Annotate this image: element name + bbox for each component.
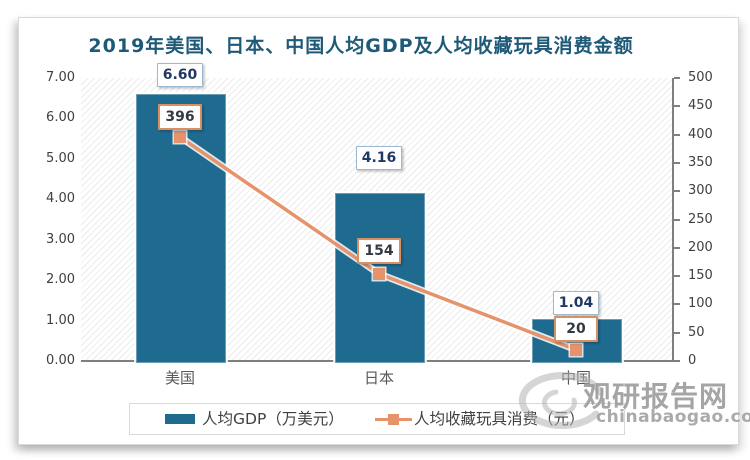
right-axis-tickmark [674, 190, 680, 193]
legend-bar-swatch-icon [165, 414, 195, 424]
left-axis-tick: 5.00 [46, 150, 75, 166]
line-marker [373, 267, 385, 280]
right-axis-tick: 100 [688, 296, 713, 312]
right-axis-tick: 400 [688, 126, 713, 142]
right-axis-tickmark [674, 77, 680, 79]
right-axis-tickmark [674, 331, 680, 334]
right-axis-tick: 350 [688, 154, 713, 170]
line-marker [570, 343, 582, 356]
left-axis-tick: 7.00 [46, 70, 75, 85]
legend: 人均GDP（万美元） 人均收藏玩具消费（元） [129, 403, 625, 435]
x-axis-label: 日本 [363, 369, 394, 387]
left-axis-tick: 1.00 [46, 312, 75, 328]
right-y-axis-line [672, 78, 674, 362]
right-axis-tick: 450 [688, 98, 713, 114]
left-axis-tick: 3.00 [46, 231, 75, 247]
bar-value-label: 6.60 [157, 63, 203, 87]
bar-value-label: 1.04 [553, 291, 599, 315]
right-axis-tick: 300 [688, 183, 713, 199]
legend-bar-label: 人均GDP（万美元） [202, 410, 344, 428]
left-axis-tick: 4.00 [46, 191, 75, 207]
right-axis-tick: 0 [688, 353, 697, 368]
right-axis-tick: 200 [688, 239, 713, 255]
chart-title: 2019年美国、日本、中国人均GDP及人均收藏玩具消费金额 [88, 35, 634, 57]
line-marker [174, 130, 186, 143]
right-axis-tickmark [674, 303, 680, 306]
right-axis-tick: 50 [688, 324, 705, 340]
line-value-label: 396 [158, 104, 202, 130]
right-axis-tick: 150 [688, 268, 713, 284]
right-axis-tickmark [674, 218, 680, 221]
left-axis-tick: 6.00 [46, 110, 75, 126]
line-value-label: 20 [554, 316, 598, 342]
right-axis-tickmark [674, 161, 680, 164]
left-axis-tick: 0.00 [46, 353, 75, 368]
right-axis-tickmark [674, 105, 680, 108]
legend-line-label: 人均收藏玩具消费（元） [414, 410, 585, 428]
right-axis-tick: 250 [688, 211, 713, 227]
x-axis-label: 中国 [560, 369, 591, 387]
left-axis-tick: 2.00 [46, 272, 75, 288]
legend-line-swatch-icon [375, 404, 412, 434]
x-axis-label: 美国 [164, 369, 195, 387]
line-value-label: 154 [357, 238, 401, 264]
right-axis-tickmark [674, 275, 680, 278]
right-axis-tickmark [674, 246, 680, 249]
chart-card: 2019年美国、日本、中国人均GDP及人均收藏玩具消费金额 7.00 6.00 5.… [18, 17, 739, 445]
right-axis-tick: 500 [688, 70, 713, 85]
right-axis-tickmark [674, 133, 680, 136]
bar-value-label: 4.16 [356, 146, 402, 170]
